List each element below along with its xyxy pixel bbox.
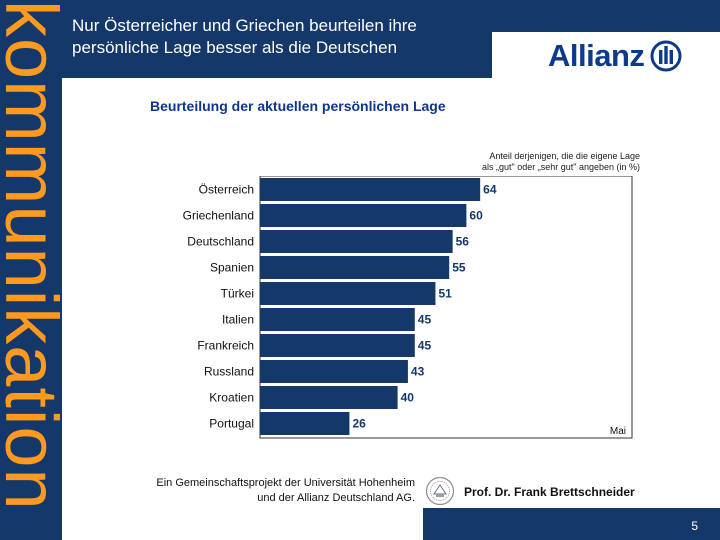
footer-line-2: und der Allianz Deutschland AG.	[257, 492, 415, 504]
bar	[260, 386, 398, 409]
page-number: 5	[691, 519, 698, 533]
period-label: Mai	[610, 426, 626, 437]
bar	[260, 360, 408, 383]
bar	[260, 334, 415, 357]
data-label: 51	[438, 287, 452, 301]
chart-note: Anteil derjenigen, die die eigene Lage a…	[430, 151, 640, 173]
chart-title: Beurteilung der aktuellen persönlichen L…	[150, 98, 446, 114]
data-label: 56	[456, 235, 470, 249]
logo-wordmark: Allianz	[548, 38, 645, 73]
category-label: Portugal	[209, 417, 254, 431]
title-line-2: persönliche Lage besser als die Deutsche…	[72, 38, 398, 57]
data-label: 26	[352, 417, 366, 431]
footer-band	[423, 508, 720, 540]
bar	[260, 308, 415, 331]
bar-chart: Österreich 64 Griechenland 60 Deutschland 56 S…	[183, 176, 633, 439]
category-label: Russland	[204, 365, 254, 379]
chart-note-line-2: als „gut" oder „sehr gut" angeben (in %)	[482, 162, 640, 172]
bar	[260, 178, 481, 201]
category-label: Kroatien	[209, 391, 254, 405]
bar	[260, 230, 453, 253]
bar	[260, 412, 350, 435]
page-title: Nur Österreicher und Griechen beurteilen…	[72, 15, 492, 59]
header-band	[62, 0, 492, 78]
data-label: 60	[469, 209, 483, 223]
university-seal-icon	[425, 476, 455, 506]
category-label: Griechenland	[183, 209, 254, 223]
right-header-band	[492, 0, 720, 32]
data-label: 45	[418, 339, 432, 353]
footer-credit: Ein Gemeinschaftsprojekt der Universität…	[115, 476, 415, 506]
data-label: 43	[411, 365, 425, 379]
data-label: 55	[452, 261, 466, 275]
category-label: Spanien	[210, 261, 254, 275]
left-band: kommunikation	[0, 0, 62, 540]
allianz-logo: Allianz	[548, 38, 682, 74]
plot-frame	[259, 176, 633, 439]
bar	[260, 256, 450, 279]
side-banner-text: kommunikation	[0, 0, 62, 511]
author-name: Prof. Dr. Frank Brettschneider	[464, 485, 635, 499]
title-line-1: Nur Österreicher und Griechen beurteilen…	[72, 16, 417, 35]
data-label: 40	[401, 391, 415, 405]
data-label: 45	[418, 313, 432, 327]
bar	[260, 282, 436, 305]
category-label: Italien	[222, 313, 254, 327]
chart-note-line-1: Anteil derjenigen, die die eigene Lage	[489, 151, 640, 161]
footer-line-1: Ein Gemeinschaftsprojekt der Universität…	[156, 477, 415, 489]
category-label: Österreich	[199, 183, 254, 197]
data-label: 64	[483, 183, 497, 197]
category-label: Türkei	[221, 287, 254, 301]
category-label: Deutschland	[187, 235, 254, 249]
allianz-eagle-icon	[650, 40, 682, 72]
category-label: Frankreich	[197, 339, 254, 353]
bar	[260, 204, 467, 227]
